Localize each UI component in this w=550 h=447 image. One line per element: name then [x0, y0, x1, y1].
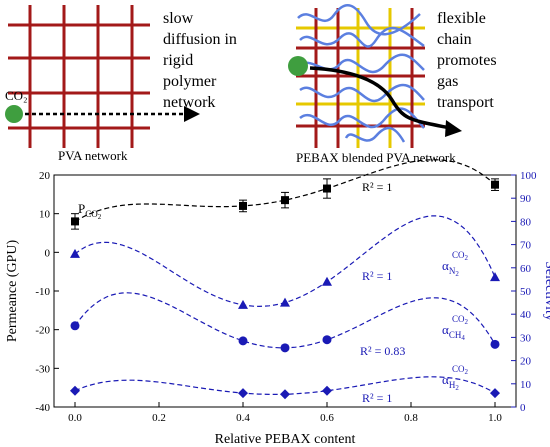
left-line-4: polymer	[163, 73, 217, 90]
y2-tick-label: 10	[520, 379, 532, 391]
x-tick-label: 0.6	[320, 412, 334, 424]
co2-molecule-right	[288, 56, 308, 76]
r2-permeance: R² = 1	[362, 180, 392, 194]
y-tick-label: 0	[45, 247, 51, 259]
y2-tick-label: 100	[520, 170, 537, 182]
alpha-co2-h2-sup: CO2	[452, 364, 469, 376]
fast-transport-arrow	[309, 66, 451, 130]
alpha-co2-n2-sup: CO2	[452, 250, 469, 262]
co2-molecule-left	[5, 105, 23, 123]
y-tick-label: -30	[35, 363, 50, 375]
flexible-chains	[297, 4, 425, 143]
r2-ch4: R² = 0.83	[360, 344, 405, 358]
y2-tick-label: 60	[520, 263, 532, 275]
point-alpha_CO2_N2	[280, 297, 290, 307]
point-alpha_CO2_CH4	[280, 343, 290, 353]
y-axis-ticks: -40 -30 -20 -10 0 10 20	[35, 170, 59, 414]
x-tick-label: 0.8	[404, 412, 418, 424]
y2-tick-label: 30	[520, 332, 532, 344]
alpha-co2-n2-label: αN2	[442, 258, 459, 278]
left-line-3: rigid	[163, 52, 193, 69]
r2-h2: R² = 1	[362, 391, 392, 405]
point-alpha_CO2_CH4	[322, 335, 332, 345]
point-alpha_CO2_N2	[70, 248, 80, 258]
point-alpha_CO2_CH4	[490, 339, 500, 349]
y2-tick-label: 0	[520, 402, 526, 414]
right-line-4: gas	[437, 73, 458, 90]
left-description: slow diffusion in rigid polymer network	[163, 10, 237, 111]
fit-curve-P_CO2	[74, 159, 496, 222]
y-tick-label: -40	[35, 402, 50, 414]
data-points	[70, 178, 500, 400]
pebax-grid-red	[296, 8, 425, 148]
x-tick-label: 0.0	[68, 412, 82, 424]
fit-curve-alpha_CO2_N2	[74, 215, 496, 308]
left-line-5: network	[163, 94, 215, 111]
y-tick-label: 10	[39, 209, 51, 221]
alpha-co2-ch4-label: αCH4	[442, 322, 465, 342]
x-axis-label: Relative PEBAX content	[215, 432, 356, 447]
right-description: flexible chain promotes gas transport	[437, 10, 497, 111]
right-line-1: flexible	[437, 10, 486, 27]
y-axis-label: Permeance (GPU)	[5, 240, 20, 343]
point-alpha_CO2_CH4	[70, 321, 80, 331]
right-line-2: chain	[437, 31, 472, 48]
point-alpha_CO2_N2	[490, 272, 500, 282]
point-alpha_CO2_CH4	[238, 336, 248, 346]
y2-tick-label: 40	[520, 309, 532, 321]
point-P_CO2	[281, 196, 289, 205]
point-alpha_CO2_N2	[322, 276, 332, 286]
permeance-selectivity-chart: 0.0 0.2 0.4 0.6 0.8 1.0 -40 -30 -20 -10 0 10 20 0 10…	[5, 159, 550, 447]
point-alpha_CO2_H2	[322, 385, 332, 396]
pva-caption: PVA network	[58, 148, 128, 163]
left-line-2: diffusion in	[163, 31, 237, 48]
p-co2-label: PCO2	[78, 201, 102, 221]
x-tick-label: 0.2	[152, 412, 166, 424]
alpha-co2-h2-label: αH2	[442, 372, 459, 392]
r2-n2: R² = 1	[362, 269, 392, 283]
fast-transport-arrowhead	[445, 120, 462, 137]
pebax-caption: PEBAX blended PVA network	[296, 150, 456, 165]
right-line-3: promotes	[437, 52, 497, 69]
alpha-co2-ch4-sup: CO2	[452, 314, 469, 326]
left-line-1: slow	[163, 10, 194, 27]
y2-axis-ticks: 0 10 20 30 40 50 60 70 80 90 100	[511, 170, 537, 414]
y2-tick-label: 70	[520, 240, 532, 252]
y2-tick-label: 90	[520, 193, 532, 205]
x-tick-label: 0.4	[236, 412, 250, 424]
x-axis-ticks: 0.0 0.2 0.4 0.6 0.8 1.0	[68, 402, 502, 424]
point-alpha_CO2_H2	[238, 388, 248, 399]
pebax-pva-network-diagram: PEBAX blended PVA network flexible chain…	[288, 4, 497, 165]
point-alpha_CO2_H2	[70, 385, 80, 396]
y2-axis-label: Selectivity	[542, 261, 550, 321]
pva-grid	[8, 5, 150, 148]
point-P_CO2	[239, 201, 247, 210]
point-P_CO2	[71, 217, 79, 226]
co2-label: CO₂	[5, 88, 28, 103]
y2-tick-label: 80	[520, 216, 532, 228]
point-alpha_CO2_N2	[238, 299, 248, 309]
point-P_CO2	[323, 184, 331, 193]
y-tick-label: -20	[35, 325, 50, 337]
slow-diffusion-arrowhead	[184, 106, 200, 122]
y-tick-label: -10	[35, 286, 50, 298]
right-line-5: transport	[437, 94, 494, 111]
point-alpha_CO2_H2	[280, 389, 290, 400]
y-tick-label: 20	[39, 170, 51, 182]
y2-tick-label: 20	[520, 356, 532, 368]
point-P_CO2	[491, 180, 499, 189]
x-tick-label: 1.0	[488, 412, 502, 424]
y2-tick-label: 50	[520, 286, 532, 298]
pva-network-diagram: CO₂ PVA network slow diffusion in rigid …	[5, 5, 237, 163]
point-alpha_CO2_H2	[490, 388, 500, 399]
